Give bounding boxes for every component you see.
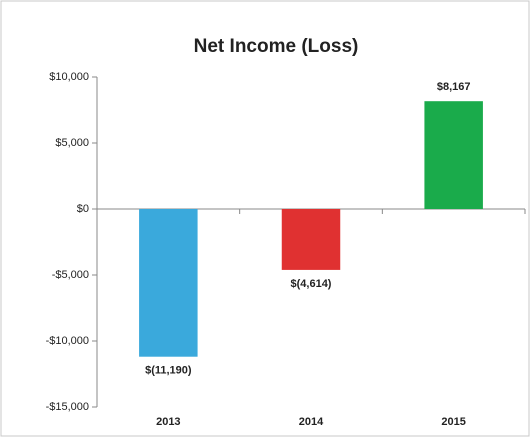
value-label: $(11,190) bbox=[145, 365, 192, 377]
y-tick-label: $0 bbox=[77, 203, 89, 215]
x-tick-label: 2014 bbox=[299, 416, 324, 428]
y-tick-label: -$10,000 bbox=[46, 335, 89, 347]
y-tick-label: -$15,000 bbox=[46, 401, 89, 413]
y-tick-label: $10,000 bbox=[49, 71, 89, 83]
x-tick-label: 2013 bbox=[156, 416, 180, 428]
chart-title: Net Income (Loss) bbox=[194, 36, 359, 57]
x-tick-label: 2015 bbox=[441, 416, 465, 428]
y-tick-label: -$5,000 bbox=[52, 269, 89, 281]
bar bbox=[139, 209, 198, 357]
value-label: $(4,614) bbox=[291, 278, 332, 290]
value-label: $8,167 bbox=[437, 81, 471, 93]
y-tick-label: $5,000 bbox=[55, 137, 89, 149]
bar bbox=[424, 101, 483, 209]
bar bbox=[281, 209, 341, 270]
